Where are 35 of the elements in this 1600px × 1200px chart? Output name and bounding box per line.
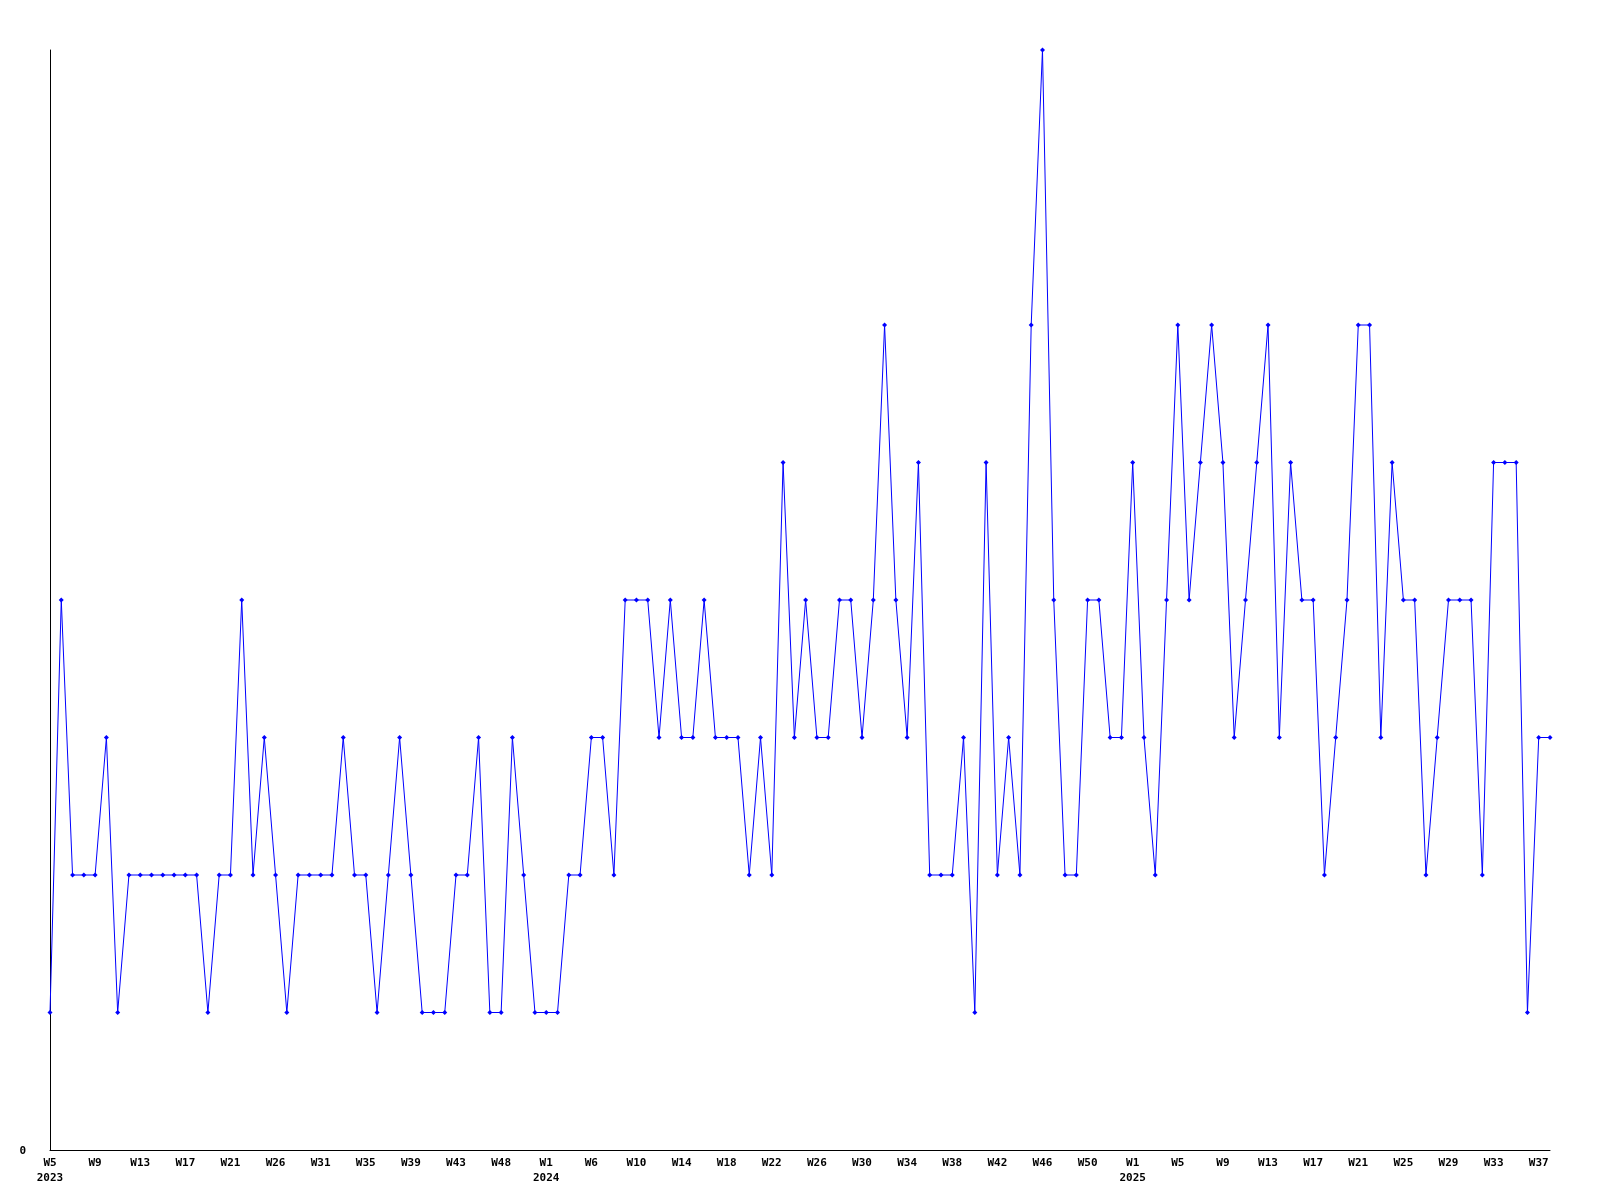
x-tick-label: W30 xyxy=(852,1156,872,1169)
x-tick-label: W35 xyxy=(355,1156,376,1169)
x-tick-label: W17 xyxy=(175,1156,196,1169)
x-tick-label: W13 xyxy=(1258,1156,1278,1169)
x-tick-label: W25 xyxy=(1393,1156,1414,1169)
x-tick-label: W13 xyxy=(130,1156,151,1169)
x-tick-label: W14 xyxy=(671,1156,692,1169)
x-tick-label: W10 xyxy=(626,1156,647,1169)
x-tick-label: W26 xyxy=(265,1156,286,1169)
x-tick-label: W1 2024 xyxy=(532,1156,560,1184)
x-tick-label: W17 xyxy=(1303,1156,1324,1169)
x-tick-label: W43 xyxy=(446,1156,466,1169)
x-tick-label: W46 xyxy=(1032,1156,1053,1169)
x-tick-label: W37 xyxy=(1528,1156,1549,1169)
x-tick-label: W22 xyxy=(761,1156,782,1169)
x-tick-label: W29 xyxy=(1438,1156,1459,1169)
x-tick-label: W31 xyxy=(310,1156,331,1169)
x-tick-label: W5 xyxy=(1171,1156,1185,1169)
x-tick-label: W9 xyxy=(1216,1156,1230,1169)
x-tick-label: W26 xyxy=(806,1156,828,1169)
x-tick-label: W1 2025 xyxy=(1119,1156,1146,1184)
x-tick-label: W48 xyxy=(491,1156,512,1169)
x-tick-label: W5 2023 xyxy=(36,1156,64,1184)
x-tick-label: W18 xyxy=(716,1156,737,1169)
x-tick-label: W39 xyxy=(400,1156,421,1169)
text: 0 xyxy=(19,1143,26,1157)
x-tick-label: W21 xyxy=(220,1156,241,1169)
x-tick-label: W38 xyxy=(942,1156,963,1169)
x-tick-label: W21 xyxy=(1348,1156,1369,1169)
x-tick-label: W6 xyxy=(584,1156,599,1169)
x-tick-label: W9 xyxy=(88,1156,102,1169)
x-tick-label: W50 xyxy=(1077,1156,1098,1169)
x-tick-label: W33 xyxy=(1483,1156,1504,1169)
x-tick-label: W34 xyxy=(897,1156,918,1169)
x-tick-label: W42 xyxy=(987,1156,1008,1169)
